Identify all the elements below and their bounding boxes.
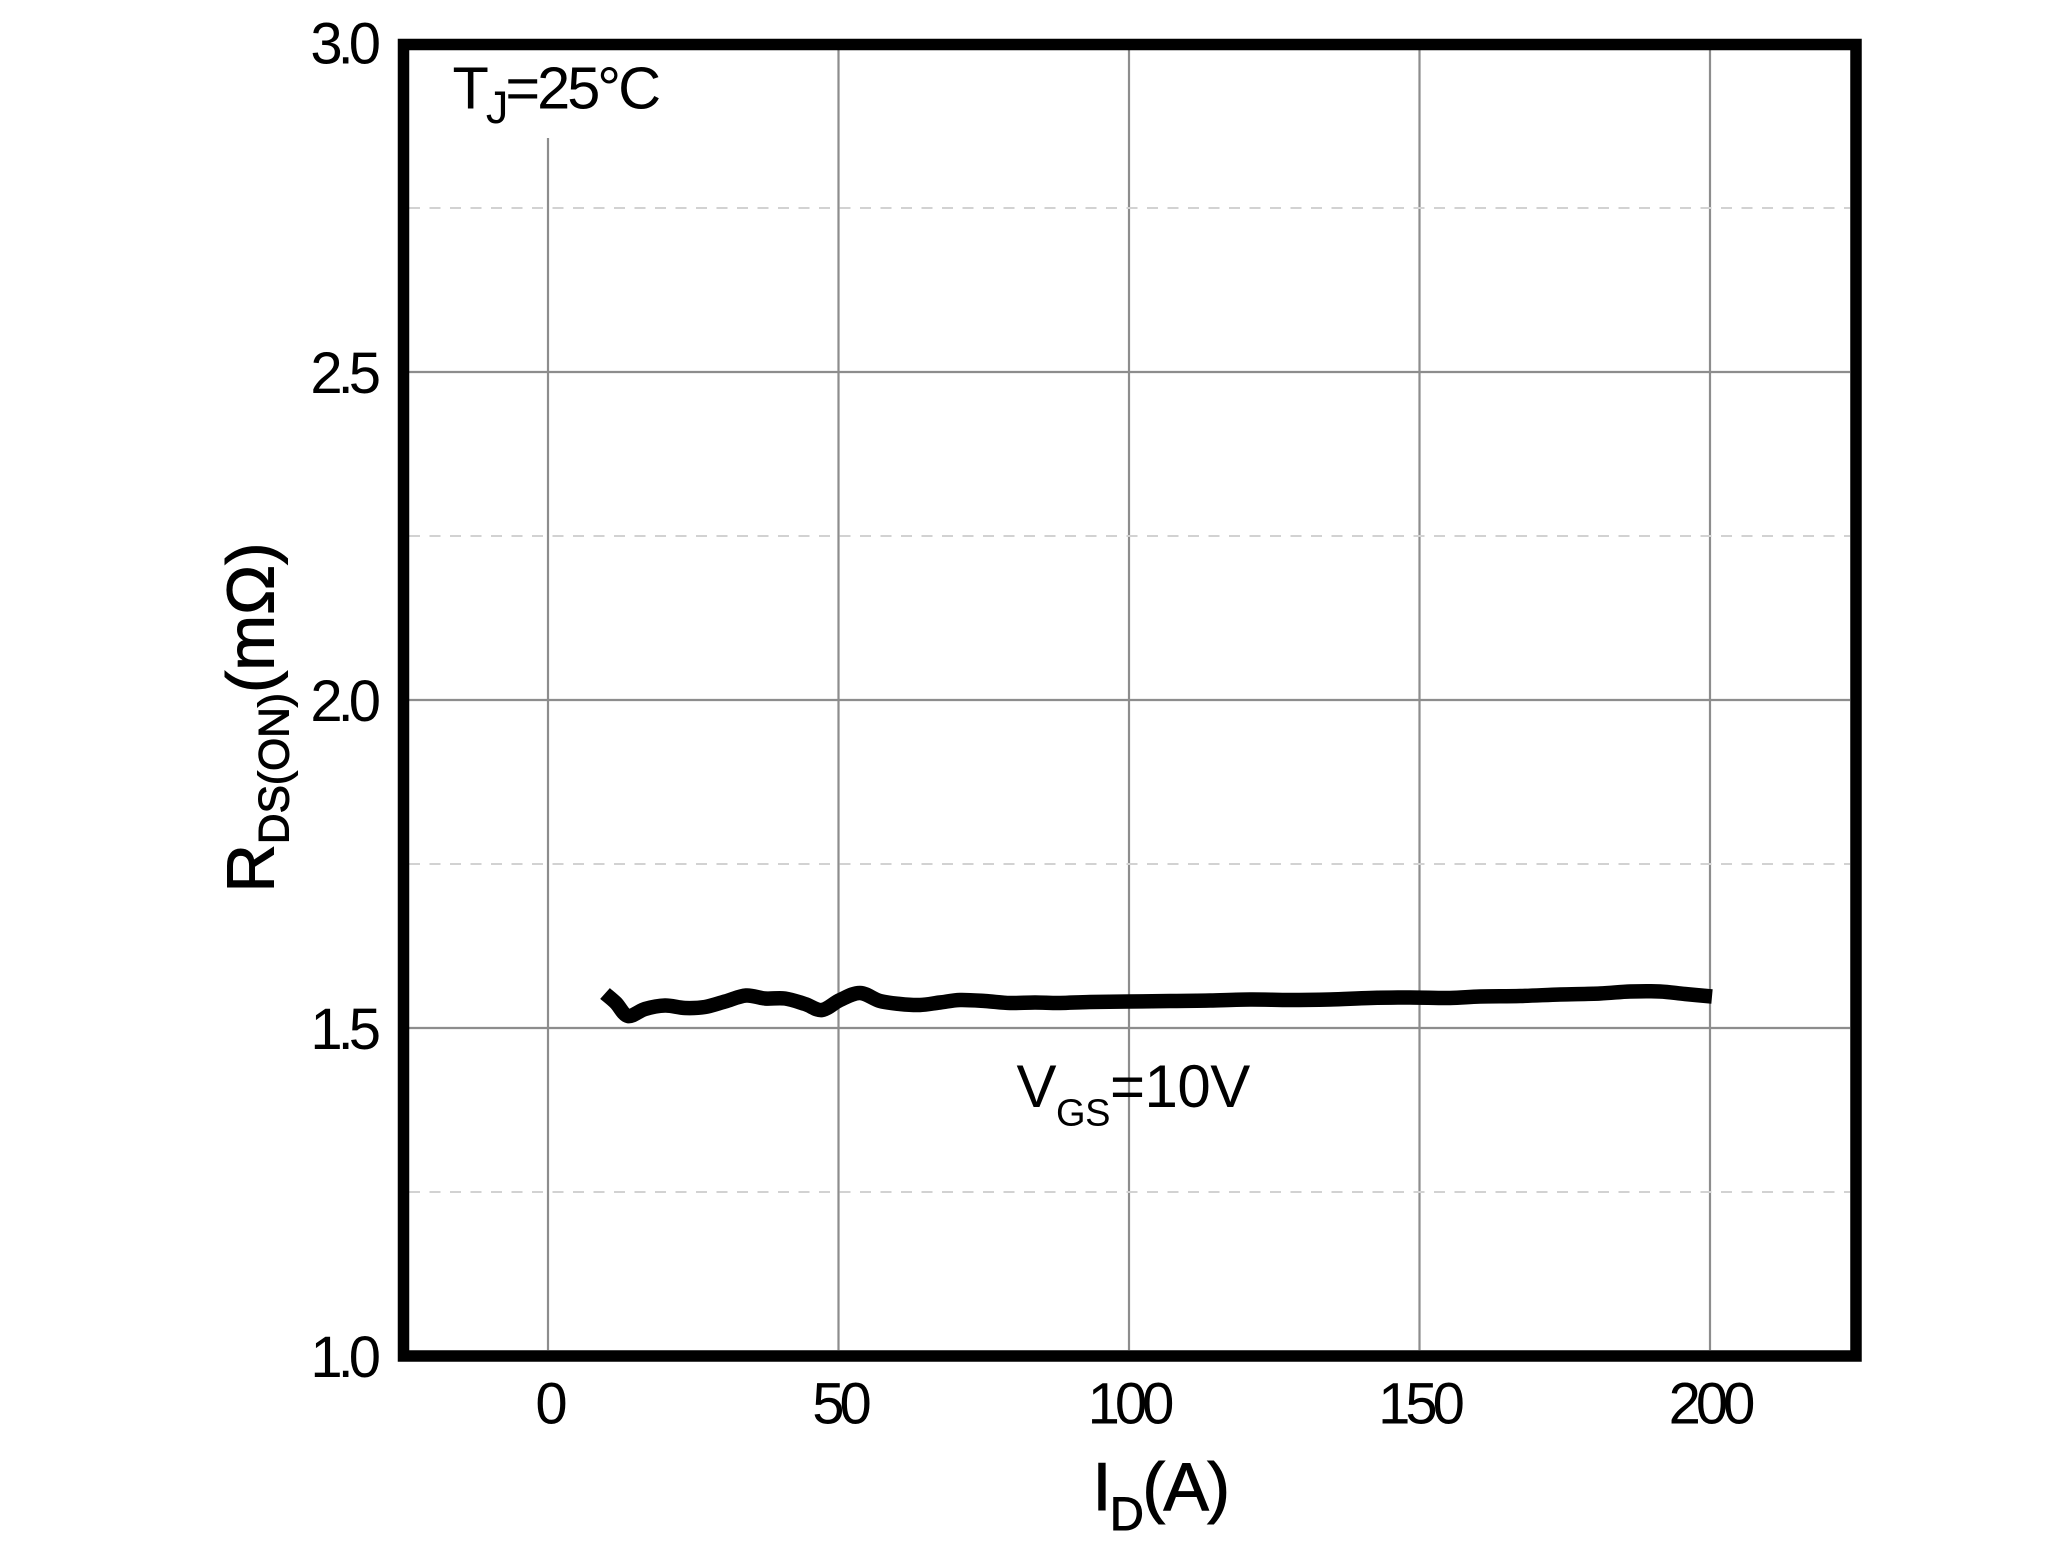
svg-text:TJ=25°C: TJ=25°C [453, 55, 660, 134]
svg-text:2.5: 2.5 [310, 341, 378, 406]
svg-text:50: 50 [812, 1372, 869, 1437]
svg-text:1.0: 1.0 [310, 1325, 378, 1390]
svg-text:0: 0 [535, 1372, 565, 1437]
svg-text:200: 200 [1669, 1372, 1754, 1437]
svg-text:3.0: 3.0 [310, 12, 378, 77]
svg-text:1.5: 1.5 [310, 997, 378, 1062]
svg-text:150: 150 [1378, 1372, 1463, 1437]
svg-text:2.0: 2.0 [310, 669, 378, 734]
svg-text:100: 100 [1088, 1372, 1173, 1437]
